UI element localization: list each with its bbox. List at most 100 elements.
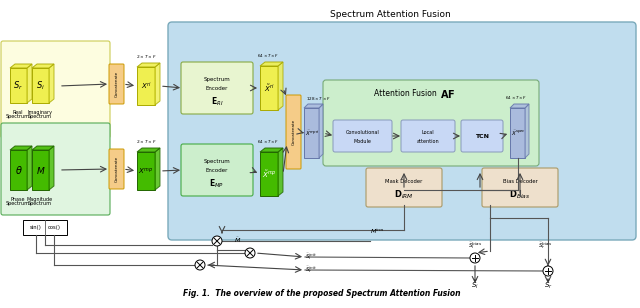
Text: Phase: Phase	[11, 197, 25, 202]
Polygon shape	[49, 146, 54, 190]
FancyBboxPatch shape	[1, 41, 110, 138]
Polygon shape	[260, 66, 278, 110]
Polygon shape	[49, 64, 54, 103]
Text: sin(): sin()	[29, 225, 41, 230]
Text: Attention Fusion: Attention Fusion	[374, 89, 437, 98]
FancyBboxPatch shape	[366, 168, 442, 207]
Polygon shape	[27, 64, 32, 103]
FancyBboxPatch shape	[1, 123, 110, 215]
Polygon shape	[10, 150, 27, 190]
Polygon shape	[260, 62, 283, 66]
FancyBboxPatch shape	[461, 120, 503, 152]
Circle shape	[212, 236, 222, 246]
FancyBboxPatch shape	[482, 168, 558, 207]
Polygon shape	[32, 146, 54, 150]
Text: Imaginary: Imaginary	[28, 110, 52, 115]
Text: Magnitude: Magnitude	[27, 197, 53, 202]
Text: $\theta$: $\theta$	[15, 164, 22, 176]
Text: $\mathbf{E}_{RI}$: $\mathbf{E}_{RI}$	[211, 95, 223, 108]
Polygon shape	[155, 148, 160, 190]
Text: $128 \times T \times F$: $128 \times T \times F$	[306, 95, 331, 102]
Text: Module: Module	[353, 139, 371, 144]
Text: $\tilde{X}^{mp}$: $\tilde{X}^{mp}$	[262, 168, 276, 180]
Text: $S_i$: $S_i$	[36, 80, 45, 92]
Polygon shape	[304, 104, 323, 108]
Text: Spectrum Attention Fusion: Spectrum Attention Fusion	[330, 10, 451, 19]
Text: TCN: TCN	[475, 133, 489, 139]
Text: $X^{ri}$: $X^{ri}$	[141, 80, 152, 92]
Polygon shape	[260, 152, 278, 196]
Circle shape	[470, 253, 480, 263]
Circle shape	[195, 260, 205, 270]
FancyBboxPatch shape	[333, 120, 392, 152]
Circle shape	[245, 248, 255, 258]
Text: $\tilde{S}_r^{bias}$: $\tilde{S}_r^{bias}$	[538, 240, 552, 251]
Circle shape	[543, 266, 553, 276]
Text: Encoder: Encoder	[206, 86, 228, 91]
Polygon shape	[10, 146, 32, 150]
Text: Spectrum: Spectrum	[28, 201, 52, 206]
Polygon shape	[32, 68, 49, 103]
Text: $2 \times T \times F$: $2 \times T \times F$	[136, 53, 156, 60]
Text: Local: Local	[422, 130, 435, 135]
Text: Encoder: Encoder	[206, 168, 228, 172]
Text: $2 \times T \times F$: $2 \times T \times F$	[136, 138, 156, 145]
Text: Concatenate: Concatenate	[115, 71, 118, 97]
Polygon shape	[278, 148, 283, 196]
Text: $M$: $M$	[36, 164, 45, 176]
FancyBboxPatch shape	[109, 149, 124, 189]
Text: $X^{mp}$: $X^{mp}$	[138, 166, 154, 176]
Polygon shape	[510, 108, 525, 158]
Polygon shape	[155, 63, 160, 105]
Text: $\tilde{S}_r$: $\tilde{S}_r$	[543, 278, 552, 291]
Text: Convolutional: Convolutional	[346, 130, 380, 135]
Text: $\mathbf{D}_{IRM}$: $\mathbf{D}_{IRM}$	[394, 189, 414, 201]
Polygon shape	[319, 104, 323, 158]
Text: $S_r$: $S_r$	[13, 80, 24, 92]
Polygon shape	[510, 104, 529, 108]
FancyBboxPatch shape	[168, 22, 636, 240]
Polygon shape	[137, 67, 155, 105]
Text: $\tilde{X}^{spec}$: $\tilde{X}^{spec}$	[511, 128, 525, 137]
Text: Spectrum: Spectrum	[204, 77, 230, 82]
Polygon shape	[137, 152, 155, 190]
Text: Concatenate: Concatenate	[291, 119, 296, 145]
Text: $\mathbf{E}_{MP}$: $\mathbf{E}_{MP}$	[209, 177, 225, 190]
Text: Spectrum: Spectrum	[28, 114, 52, 119]
Text: cos(): cos()	[48, 225, 61, 230]
Text: $\tilde{S}_r^{init}$: $\tilde{S}_r^{init}$	[305, 265, 317, 275]
Polygon shape	[27, 146, 32, 190]
Text: $\tilde{S}_i^{init}$: $\tilde{S}_i^{init}$	[305, 252, 317, 262]
FancyBboxPatch shape	[323, 80, 539, 166]
Text: Spectrum: Spectrum	[204, 159, 230, 164]
Polygon shape	[32, 150, 49, 190]
FancyBboxPatch shape	[181, 62, 253, 114]
Text: Mask Decoder: Mask Decoder	[385, 179, 422, 184]
Bar	[23, 220, 67, 235]
Text: $\tilde{S}_i^{bias}$: $\tilde{S}_i^{bias}$	[468, 240, 482, 251]
Polygon shape	[137, 148, 160, 152]
Text: Spectrum: Spectrum	[6, 114, 30, 119]
Text: $\tilde{S}_i$: $\tilde{S}_i$	[471, 278, 479, 291]
FancyBboxPatch shape	[109, 64, 124, 104]
Text: $\tilde{X}^{ri}$: $\tilde{X}^{ri}$	[264, 82, 275, 94]
Text: Concatenate: Concatenate	[115, 156, 118, 182]
Polygon shape	[32, 64, 54, 68]
Text: $M^{irm}$: $M^{irm}$	[370, 227, 385, 236]
Polygon shape	[304, 108, 319, 158]
Polygon shape	[10, 64, 32, 68]
Text: $64 \times T \times F$: $64 \times T \times F$	[505, 94, 527, 101]
Polygon shape	[525, 104, 529, 158]
Text: $\mathbf{AF}$: $\mathbf{AF}$	[440, 88, 456, 100]
FancyBboxPatch shape	[181, 144, 253, 196]
Text: Fig. 1.  The overview of the proposed Spectrum Attention Fusion: Fig. 1. The overview of the proposed Spe…	[183, 289, 461, 298]
Text: $64 \times T \times F$: $64 \times T \times F$	[257, 138, 279, 145]
Text: Spectrum: Spectrum	[6, 201, 30, 206]
Text: Bias Decoder: Bias Decoder	[502, 179, 538, 184]
Text: Real: Real	[13, 110, 23, 115]
Polygon shape	[10, 68, 27, 103]
Text: attention: attention	[417, 139, 439, 144]
Text: $\tilde{M}$: $\tilde{M}$	[234, 236, 242, 245]
Text: $\mathbf{D}_{Bias}$: $\mathbf{D}_{Bias}$	[509, 189, 531, 201]
Text: $64 \times T \times F$: $64 \times T \times F$	[257, 52, 279, 59]
